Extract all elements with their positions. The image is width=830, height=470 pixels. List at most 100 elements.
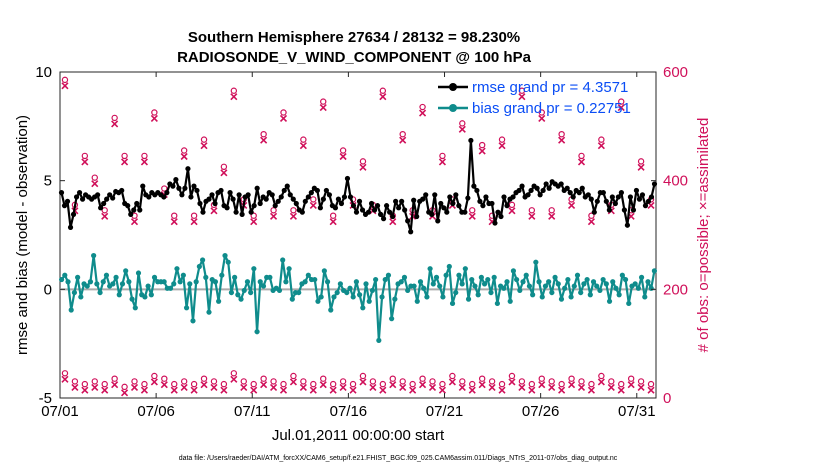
bias-point (578, 289, 584, 296)
obs-assimilated-marker (339, 152, 347, 161)
rmse-point (281, 187, 287, 194)
obs-possible-marker (349, 380, 357, 388)
rmse-point (627, 194, 634, 200)
obs-possible-marker (459, 120, 466, 127)
obs-possible-marker (121, 152, 128, 160)
obs-assimilated-marker (260, 381, 268, 389)
rmse-point (600, 190, 606, 196)
bias-point (459, 281, 465, 287)
bias-point (622, 276, 629, 283)
obs-possible-marker (151, 372, 158, 380)
rmse-point (374, 203, 381, 209)
obs-possible-marker (439, 380, 446, 388)
bias-point (119, 281, 126, 287)
bias-point (539, 294, 545, 300)
rmse-point (468, 137, 474, 144)
obs-assimilated-marker (647, 386, 655, 394)
obs-assimilated-marker (200, 381, 208, 389)
obs-possible-marker (588, 212, 595, 219)
obs-assimilated-marker (210, 207, 218, 215)
bias-point (552, 274, 558, 280)
rmse-point (206, 196, 212, 202)
rmse-point (483, 194, 489, 200)
bias-point (151, 274, 158, 280)
obs-possible-marker (588, 380, 595, 388)
obs-possible-marker (71, 378, 79, 385)
obs-possible-marker (498, 136, 506, 143)
obs-assimilated-marker (508, 378, 516, 386)
bias-point (574, 272, 581, 278)
rmse-point (639, 192, 646, 198)
obs-assimilated-marker (260, 136, 268, 144)
obs-assimilated-marker (587, 386, 595, 394)
bias-point (456, 272, 462, 278)
bias-point (296, 289, 302, 296)
obs-possible-marker (379, 380, 387, 388)
bias-point (600, 276, 606, 283)
bias-point (507, 298, 513, 304)
bias-point (62, 272, 68, 278)
bias-point (389, 316, 395, 322)
obs-assimilated-marker (538, 381, 546, 389)
obs-possible-marker (280, 380, 287, 388)
bias-point (334, 289, 340, 296)
obs-assimilated-marker (61, 375, 69, 383)
obs-possible-marker (180, 147, 188, 154)
bias-point (145, 283, 151, 289)
obs-assimilated-marker (577, 383, 586, 391)
rmse-point (642, 203, 649, 209)
bias-point (385, 272, 392, 278)
bias-point (203, 274, 209, 280)
obs-possible-marker (200, 375, 208, 382)
bias-point (347, 285, 353, 291)
obs-assimilated-marker (220, 169, 228, 177)
bias-point (212, 279, 219, 285)
rmse-point (341, 194, 348, 200)
obs-assimilated-marker (121, 389, 129, 397)
obs-possible-marker (101, 380, 108, 388)
rmse-point (474, 187, 480, 194)
rmse-point (263, 196, 269, 202)
bias-point (414, 298, 420, 304)
bias-point (357, 292, 363, 298)
obs-assimilated-marker (61, 82, 69, 90)
bias-point (401, 274, 408, 280)
bias-point (142, 294, 148, 300)
obs-assimilated-marker (548, 383, 556, 391)
bias-point (241, 287, 247, 294)
bias-point (68, 307, 74, 313)
bias-point (260, 283, 267, 289)
bias-point (501, 285, 507, 291)
obs-possible-marker (647, 380, 655, 388)
obs-possible-marker (429, 378, 436, 385)
obs-assimilated-marker (548, 212, 556, 220)
obs-possible-marker (439, 152, 446, 160)
rmse-point (179, 192, 185, 198)
bias-point (597, 287, 603, 294)
bias-point (318, 294, 324, 300)
obs-assimilated-marker (81, 158, 89, 166)
rmse-point (58, 190, 65, 196)
legend-bias-marker (449, 104, 457, 112)
y-tick-label: -5 (39, 390, 52, 407)
bias-point (446, 263, 452, 270)
rmse-point (368, 200, 375, 207)
obs-possible-marker (339, 378, 347, 385)
bias-point (417, 279, 424, 285)
obs-possible-marker (300, 136, 307, 143)
bias-point (549, 289, 555, 296)
obs-possible-marker (538, 375, 545, 382)
rmse-point (146, 194, 152, 200)
obs-assimilated-marker (568, 201, 576, 209)
rmse-point (579, 185, 585, 191)
obs-assimilated-marker (448, 378, 456, 386)
bias-point (555, 281, 561, 287)
bias-point (363, 281, 369, 287)
bias-point (286, 266, 292, 272)
obs-assimilated-marker (309, 201, 317, 209)
obs-possible-marker (220, 380, 228, 388)
obs-assimilated-marker (458, 383, 466, 391)
obs-assimilated-marker (250, 218, 258, 226)
rmse-point (537, 192, 543, 198)
rmse-point (371, 207, 378, 213)
